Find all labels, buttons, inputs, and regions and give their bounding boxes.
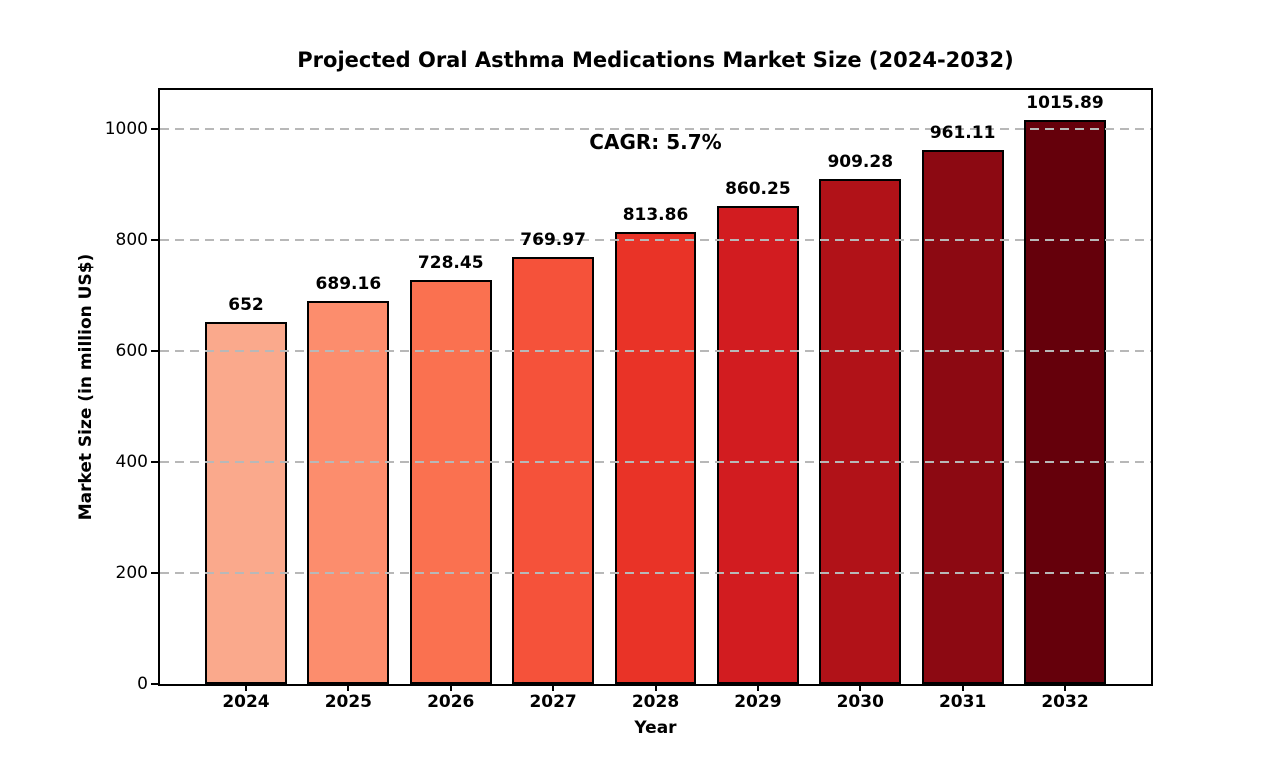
x-tick-label: 2028 — [631, 692, 680, 712]
bar-value-label: 961.11 — [929, 123, 996, 144]
x-tick-mark — [449, 684, 452, 691]
x-tick-mark — [961, 684, 964, 691]
bar — [614, 232, 697, 684]
y-tick-mark — [151, 683, 158, 685]
bar-value-label: 728.45 — [417, 252, 484, 273]
y-tick-label: 1000 — [104, 118, 148, 139]
gridline — [160, 349, 1151, 352]
x-tick-mark — [859, 684, 862, 691]
x-tick-label: 2024 — [222, 692, 270, 712]
y-tick-label: 400 — [115, 451, 148, 472]
chart-title: Projected Oral Asthma Medications Market… — [297, 48, 1014, 72]
y-axis-label: Market Size (in million US$) — [76, 253, 96, 521]
gridline — [160, 460, 1151, 463]
x-tick-mark — [654, 684, 657, 691]
bar — [307, 301, 390, 684]
y-tick-label: 800 — [115, 229, 148, 250]
x-tick-label: 2027 — [529, 692, 577, 712]
x-tick-mark — [552, 684, 555, 691]
gridline — [160, 238, 1151, 241]
gridline — [160, 571, 1151, 574]
bar-value-label: 652 — [228, 295, 264, 316]
cagr-annotation: CAGR: 5.7% — [589, 130, 722, 154]
y-tick-label: 600 — [115, 340, 148, 361]
x-tick-mark — [1064, 684, 1066, 691]
bar-value-label: 689.16 — [315, 274, 382, 295]
y-tick-label: 0 — [137, 674, 148, 694]
bar — [716, 206, 799, 684]
bar — [819, 179, 902, 684]
x-tick-mark — [347, 684, 350, 691]
gridline — [160, 127, 1151, 130]
y-tick-mark — [151, 460, 158, 463]
bar — [512, 256, 595, 684]
y-tick-mark — [151, 127, 158, 130]
x-tick-mark — [244, 684, 247, 691]
bar-value-label: 769.97 — [520, 229, 586, 250]
bar-value-label: 1015.89 — [1026, 93, 1104, 114]
y-tick-mark — [151, 238, 158, 241]
bar — [409, 279, 492, 684]
y-tick-mark — [151, 571, 158, 574]
bar-value-label: 860.25 — [725, 179, 791, 200]
bar-value-label: 909.28 — [827, 152, 894, 173]
x-tick-label: 2032 — [1041, 692, 1089, 712]
x-tick-label: 2025 — [324, 692, 373, 712]
bar — [205, 322, 287, 684]
y-tick-label: 200 — [115, 562, 148, 583]
x-tick-mark — [756, 684, 759, 691]
bar-value-label: 813.86 — [622, 205, 689, 226]
x-tick-label: 2029 — [734, 692, 782, 712]
plot-area: 652 689.16 728.45 769.97 813.86 860.25 909.28 9… — [158, 88, 1153, 686]
bar — [1024, 120, 1106, 684]
x-tick-label: 2026 — [427, 692, 475, 712]
x-axis-label: Year — [634, 718, 677, 738]
y-tick-mark — [151, 349, 158, 352]
bar — [921, 150, 1004, 684]
x-tick-label: 2031 — [938, 692, 987, 712]
x-tick-label: 2030 — [836, 692, 884, 712]
